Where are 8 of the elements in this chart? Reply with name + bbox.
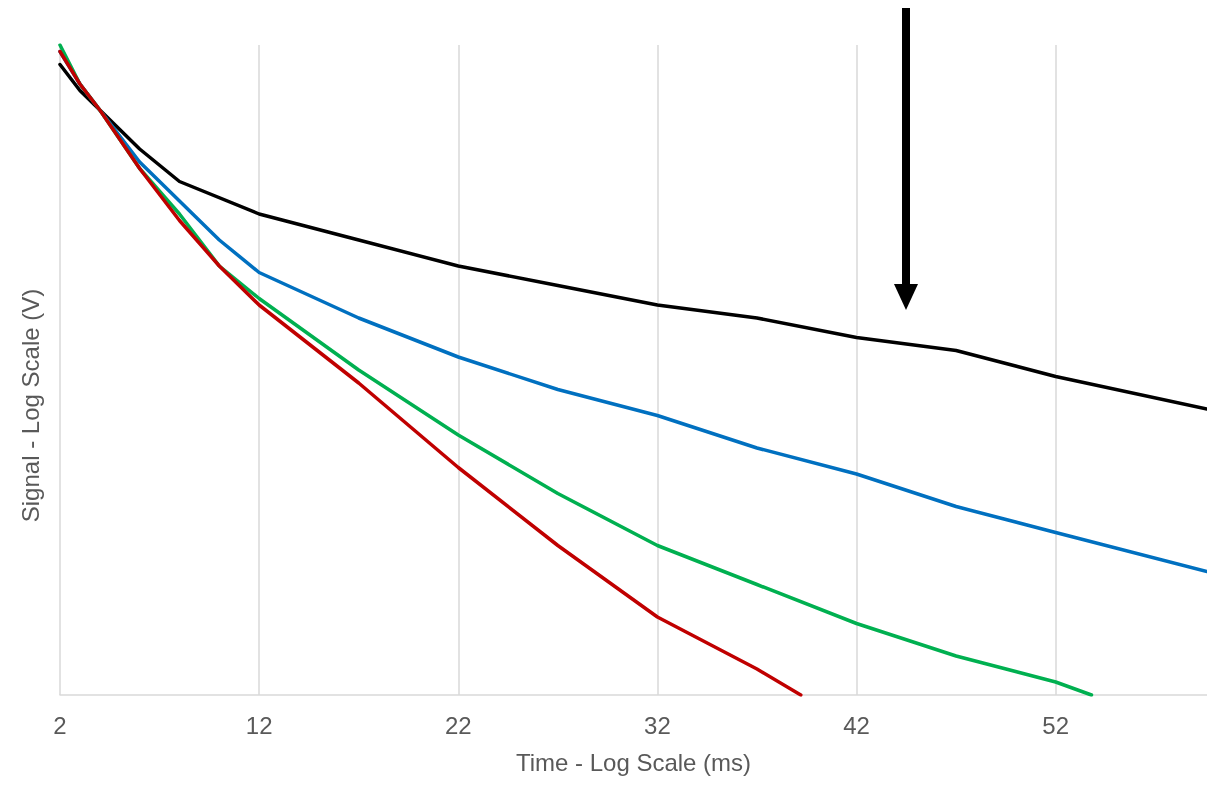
x-tick-label: 32 [644, 711, 671, 739]
x-tick-label: 22 [444, 711, 472, 739]
x-tick-label: 2 [53, 711, 67, 739]
y-axis-title: Signal - Log Scale (V) [16, 288, 44, 523]
x-tick-label: 12 [245, 711, 273, 739]
x-tick-label: 52 [1042, 711, 1070, 739]
x-axis-title: Time - Log Scale (ms) [515, 748, 752, 776]
x-tick-label: 42 [843, 711, 870, 739]
